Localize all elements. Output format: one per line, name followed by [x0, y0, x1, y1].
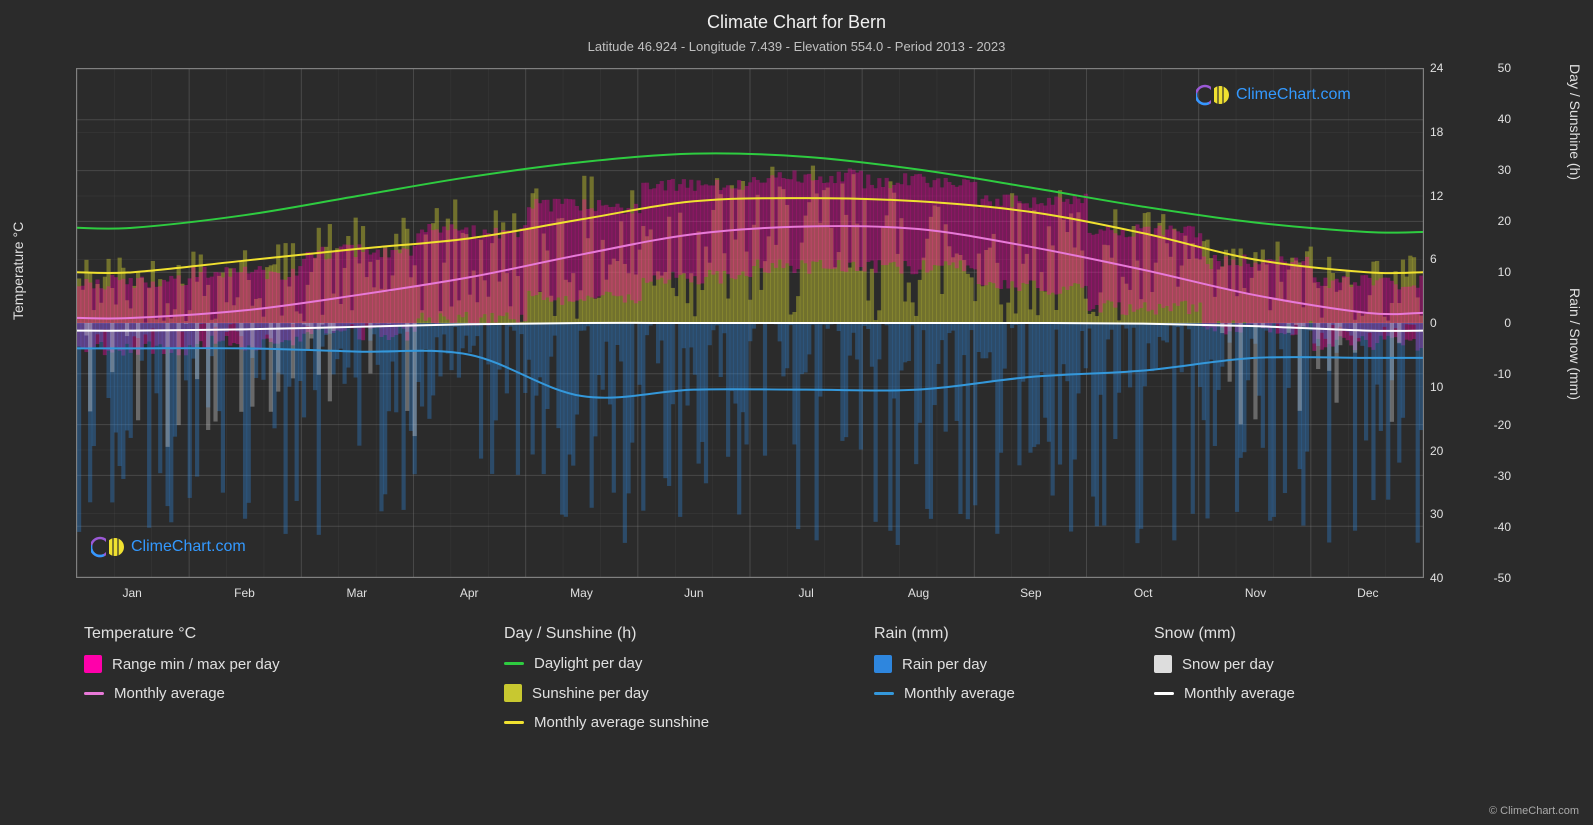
climechart-icon: [91, 535, 125, 559]
x-tick: Jan: [122, 586, 141, 600]
chart-title: Climate Chart for Bern: [0, 0, 1593, 33]
climechart-icon: [1196, 83, 1230, 107]
watermark-logo: ClimeChart.com: [91, 535, 246, 559]
legend-title: Day / Sunshine (h): [504, 625, 874, 643]
legend-swatch: [504, 684, 522, 702]
x-tick: Sep: [1020, 586, 1041, 600]
legend-label: Monthly average: [904, 685, 1015, 702]
chart-svg: [77, 69, 1423, 577]
legend-item: Range min / max per day: [84, 655, 504, 673]
x-tick: Jul: [798, 586, 813, 600]
legend-item: Monthly average: [1154, 685, 1444, 702]
y-right-top-axis-label: Day / Sunshine (h): [1567, 64, 1583, 180]
legend-title: Snow (mm): [1154, 625, 1444, 643]
x-tick: Apr: [460, 586, 479, 600]
legend-item: Monthly average sunshine: [504, 714, 874, 731]
legend: Temperature °C Range min / max per day Mon…: [84, 625, 1514, 731]
x-tick: Nov: [1245, 586, 1266, 600]
y-right-bottom-axis-label: Rain / Snow (mm): [1567, 288, 1583, 400]
legend-swatch: [874, 692, 894, 695]
y-right-top-tick: 0: [1430, 316, 1437, 330]
y-left-tick: -40: [1471, 520, 1511, 534]
legend-label: Range min / max per day: [112, 656, 280, 673]
legend-swatch: [84, 692, 104, 695]
legend-item: Rain per day: [874, 655, 1154, 673]
legend-column: Rain (mm) Rain per day Monthly average: [874, 625, 1154, 731]
legend-swatch: [504, 662, 524, 665]
legend-label: Rain per day: [902, 656, 987, 673]
legend-title: Rain (mm): [874, 625, 1154, 643]
y-left-tick: -30: [1471, 469, 1511, 483]
x-tick: Dec: [1357, 586, 1378, 600]
y-left-tick: -10: [1471, 367, 1511, 381]
y-left-tick: 0: [1471, 316, 1511, 330]
legend-swatch: [874, 655, 892, 673]
y-right-bottom-tick: 40: [1430, 571, 1443, 585]
y-right-top-tick: 24: [1430, 61, 1443, 75]
y-left-tick: -50: [1471, 571, 1511, 585]
watermark-text: ClimeChart.com: [131, 538, 246, 556]
x-tick: Jun: [684, 586, 703, 600]
y-right-top-tick: 6: [1430, 252, 1437, 266]
x-axis: Jan Feb Mar Apr May Jun Jul Aug Sep Oct Nov Dec: [76, 582, 1424, 612]
legend-swatch: [504, 721, 524, 724]
watermark-logo: ClimeChart.com: [1196, 83, 1351, 107]
y-right-top-tick: 12: [1430, 189, 1443, 203]
legend-label: Snow per day: [1182, 656, 1274, 673]
x-tick: Feb: [234, 586, 255, 600]
y-right-top-tick: 18: [1430, 125, 1443, 139]
y-left-tick: 20: [1471, 214, 1511, 228]
y-left-tick: 10: [1471, 265, 1511, 279]
legend-label: Monthly average: [1184, 685, 1295, 702]
x-tick: May: [570, 586, 593, 600]
legend-column: Snow (mm) Snow per day Monthly average: [1154, 625, 1444, 731]
legend-label: Monthly average sunshine: [534, 714, 709, 731]
y-left-axis-label: Temperature °C: [10, 222, 26, 320]
legend-item: Daylight per day: [504, 655, 874, 672]
legend-label: Sunshine per day: [532, 685, 649, 702]
legend-item: Monthly average: [874, 685, 1154, 702]
y-right-bottom-tick: 10: [1430, 380, 1443, 394]
x-tick: Mar: [346, 586, 367, 600]
legend-item: Sunshine per day: [504, 684, 874, 702]
legend-swatch: [1154, 692, 1174, 695]
y-left-tick: 40: [1471, 112, 1511, 126]
legend-label: Monthly average: [114, 685, 225, 702]
chart-subtitle: Latitude 46.924 - Longitude 7.439 - Elev…: [0, 33, 1593, 54]
x-tick: Aug: [908, 586, 929, 600]
watermark-text: ClimeChart.com: [1236, 86, 1351, 104]
y-left-tick: -20: [1471, 418, 1511, 432]
legend-swatch: [1154, 655, 1172, 673]
chart-plot-area: ClimeChart.com ClimeChart.com: [76, 68, 1424, 578]
y-right-bottom-tick: 20: [1430, 444, 1443, 458]
legend-column: Temperature °C Range min / max per day Mon…: [84, 625, 504, 731]
legend-item: Snow per day: [1154, 655, 1444, 673]
copyright-text: © ClimeChart.com: [1489, 805, 1579, 817]
legend-label: Daylight per day: [534, 655, 642, 672]
legend-column: Day / Sunshine (h) Daylight per day Sunshi…: [504, 625, 874, 731]
legend-item: Monthly average: [84, 685, 504, 702]
y-right-bottom-tick: 30: [1430, 507, 1443, 521]
legend-title: Temperature °C: [84, 625, 504, 643]
x-tick: Oct: [1134, 586, 1153, 600]
y-left-tick: 30: [1471, 163, 1511, 177]
legend-swatch: [84, 655, 102, 673]
y-left-tick: 50: [1471, 61, 1511, 75]
